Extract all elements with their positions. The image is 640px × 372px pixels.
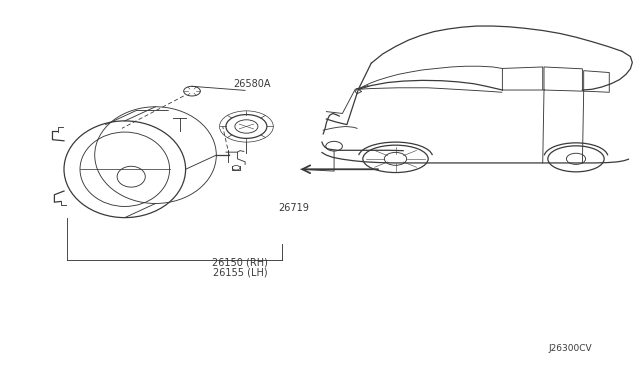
Text: 26155 (LH): 26155 (LH) [212, 267, 268, 277]
Text: J26300CV: J26300CV [548, 344, 592, 353]
Text: 26719: 26719 [278, 203, 309, 213]
Text: 26580A: 26580A [234, 79, 271, 89]
Text: 26150 (RH): 26150 (RH) [212, 257, 268, 267]
